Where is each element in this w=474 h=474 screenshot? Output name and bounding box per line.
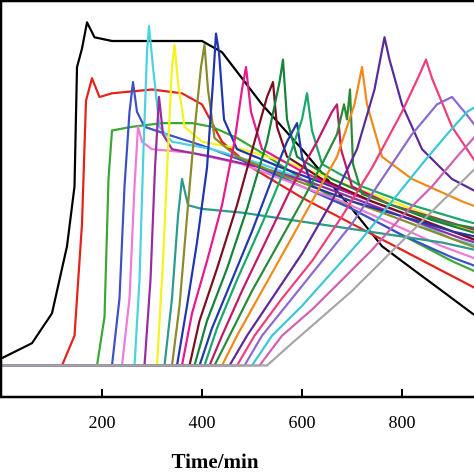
series-line-19	[2, 65, 474, 367]
series-line-18	[2, 88, 474, 367]
x-axis-title: Time/min	[171, 449, 258, 473]
series-line-23	[2, 106, 474, 367]
series-line-15	[2, 121, 474, 367]
series-line-21	[2, 58, 474, 367]
series-line-9	[2, 177, 474, 367]
series-line-7	[2, 95, 474, 367]
series-line-16	[2, 92, 474, 367]
x-tick-label: 600	[289, 412, 316, 432]
series-line-20	[2, 36, 474, 367]
x-tick-label: 800	[389, 412, 416, 432]
series-line-1	[2, 21, 474, 360]
plot-frame	[0, 0, 474, 399]
series-line-25	[2, 168, 474, 367]
x-tick-label: 200	[89, 412, 116, 432]
series-line-2	[2, 77, 474, 367]
x-tick-label: 400	[189, 412, 216, 432]
series-line-6	[2, 25, 474, 367]
series-line-24	[2, 136, 474, 367]
x-axis: 2004006008001	[89, 389, 416, 432]
series-line-22	[2, 95, 474, 367]
series-lines-group	[2, 21, 474, 367]
